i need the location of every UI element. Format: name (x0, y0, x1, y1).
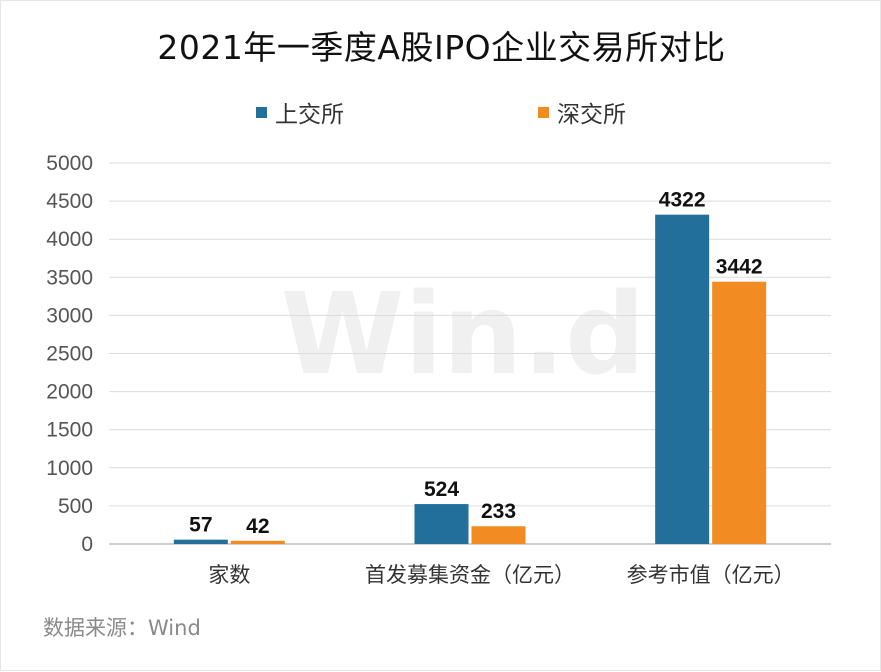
bar-sh (655, 214, 710, 544)
y-tick-label: 0 (81, 533, 93, 556)
bar-sz (712, 281, 767, 544)
x-tick-label: 参考市值（亿元） (627, 563, 795, 587)
data-label-sh: 4322 (659, 189, 706, 212)
bar-sh (414, 504, 469, 544)
legend-item-sz: 深交所 (538, 97, 626, 128)
data-label-sz: 42 (246, 515, 269, 538)
x-tick-label: 家数 (208, 563, 250, 587)
legend-label-sh: 上交所 (275, 102, 344, 128)
legend-swatch-sh (256, 106, 267, 118)
bar-sh (173, 539, 228, 544)
bar-sz (230, 540, 285, 544)
data-label-sz: 3442 (716, 256, 763, 279)
data-label-sz: 233 (481, 500, 516, 523)
data-label-sh: 57 (189, 514, 212, 537)
legend-item-sh: 上交所 (256, 97, 344, 128)
y-tick-label: 1000 (46, 457, 93, 480)
x-tick-label: 首发募集资金（亿元） (365, 563, 575, 587)
y-tick-label: 5000 (46, 152, 93, 175)
data-label-sh: 524 (424, 478, 459, 501)
y-tick-label: 3500 (46, 266, 93, 289)
y-tick-label: 2500 (46, 343, 93, 366)
source-note: 数据来源：Wind (43, 616, 201, 640)
watermark: Win.d (281, 270, 645, 400)
y-tick-label: 2000 (46, 381, 93, 404)
y-tick-label: 4500 (46, 190, 93, 213)
chart-title: 2021年一季度A股IPO企业交易所对比 (157, 28, 726, 67)
y-tick-label: 4000 (46, 228, 93, 251)
y-tick-label: 3000 (46, 304, 93, 327)
bar-sz (471, 526, 526, 544)
legend-swatch-sz (538, 106, 549, 118)
legend: 上交所 深交所 (1, 97, 881, 128)
y-tick-label: 1500 (46, 419, 93, 442)
legend-label-sz: 深交所 (557, 102, 626, 128)
y-tick-label: 500 (58, 495, 93, 518)
